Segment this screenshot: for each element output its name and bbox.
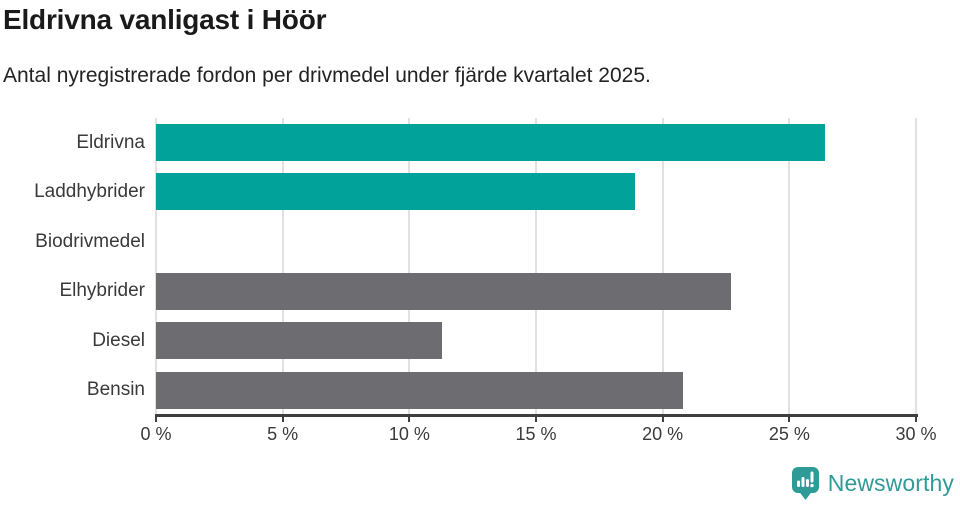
x-axis-tick-label: 0 % <box>140 424 172 444</box>
x-axis-tick <box>408 414 411 422</box>
gridline <box>408 118 411 415</box>
x-axis-tick <box>661 414 664 422</box>
x-axis-tick-label: 10 % <box>388 424 430 444</box>
chart-subtitle: Antal nyregistrerade fordon per drivmede… <box>3 64 651 87</box>
y-axis-label: Diesel <box>92 329 145 351</box>
x-axis-tick <box>915 414 917 422</box>
x-axis: 0 % 5 % 10 % 15 % 20 % 25 % 30 % <box>140 414 937 454</box>
plot-area <box>155 118 917 415</box>
y-axis-label: Eldrivna <box>76 131 145 153</box>
newsworthy-wordmark: Newsworthy <box>827 470 954 496</box>
gridline <box>281 118 284 415</box>
x-axis-tick-label: 25 % <box>768 424 810 444</box>
bar-eldrivna <box>156 124 825 161</box>
gridline <box>661 118 664 415</box>
bar-laddhybrider <box>156 173 635 211</box>
y-axis-label: Biodrivmedel <box>35 230 145 252</box>
bar-elhybrider <box>156 272 732 310</box>
x-axis-tick <box>281 414 284 422</box>
x-axis-tick-label: 20 % <box>642 424 684 444</box>
bar-chart-speech-bubble-icon <box>791 467 819 500</box>
x-axis-tick-label: 15 % <box>515 424 557 444</box>
x-axis-tick-label: 5 % <box>267 424 299 444</box>
bar-diesel <box>156 321 443 359</box>
gridline <box>915 118 917 415</box>
y-axis-label: Laddhybrider <box>34 181 145 203</box>
x-axis-tick-label: 30 % <box>895 424 937 444</box>
newsworthy-logo[interactable]: Newsworthy <box>791 467 954 500</box>
gridline <box>155 118 157 415</box>
gridline <box>535 118 537 415</box>
y-axis-label: Elhybrider <box>59 280 145 302</box>
chart-title: Eldrivna vanligast i Höör <box>3 4 327 35</box>
x-axis-tick <box>788 414 791 422</box>
x-axis-tick <box>535 414 537 422</box>
bar-bensin <box>156 371 683 409</box>
y-axis-labels: Eldrivna Laddhybrider Biodrivmedel Elhybrid… <box>0 118 145 415</box>
y-axis-label: Bensin <box>86 379 145 401</box>
gridline <box>788 118 791 415</box>
x-axis-tick <box>155 414 157 422</box>
